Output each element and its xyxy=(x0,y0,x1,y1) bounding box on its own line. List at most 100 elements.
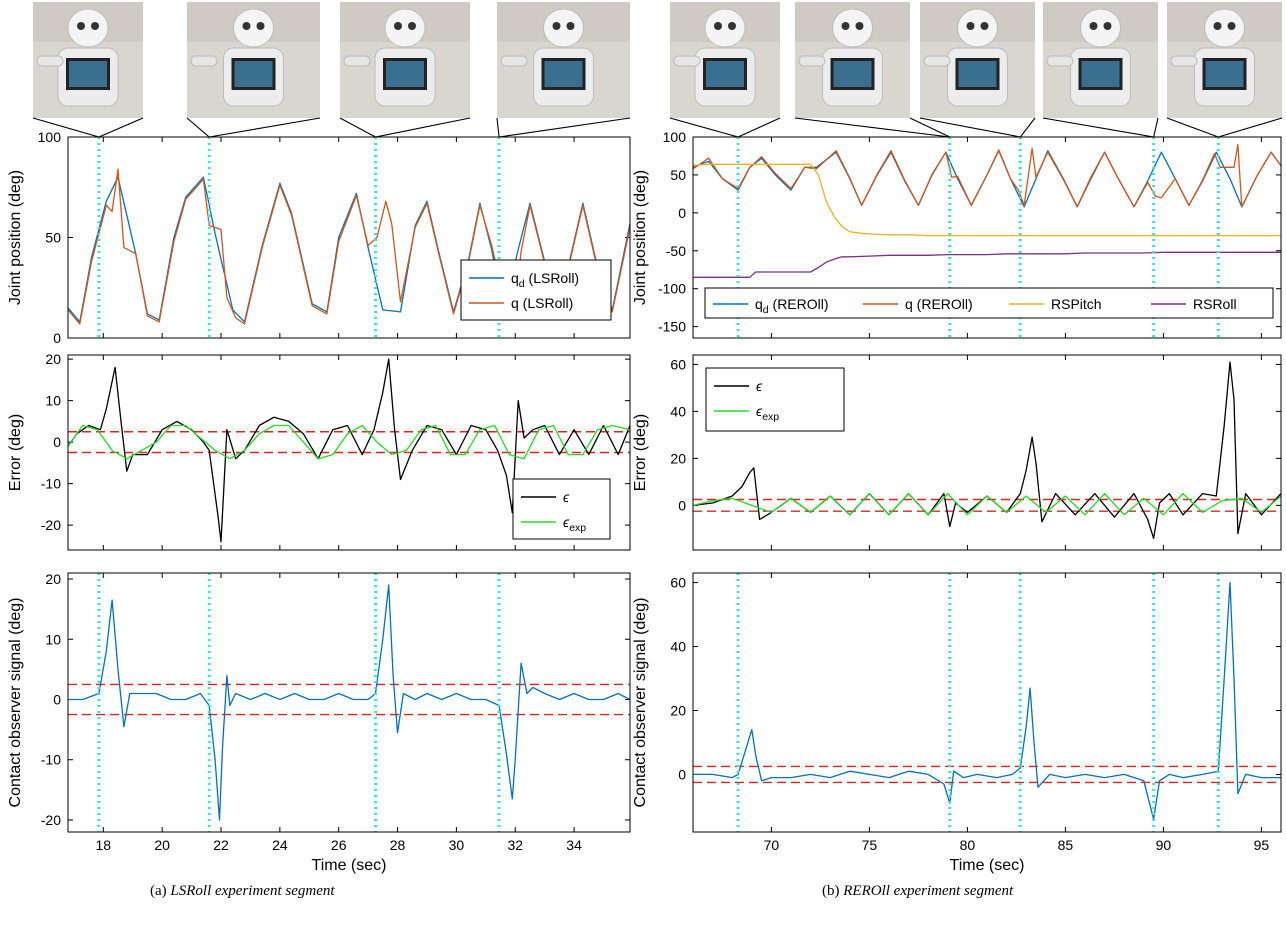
right-photo-connector xyxy=(909,117,950,138)
robot-eye-left xyxy=(841,22,850,30)
right-error-plot xyxy=(693,361,1281,539)
y-tick-label: 100 xyxy=(663,129,687,145)
series-q-reroll- xyxy=(693,143,1281,208)
legend-symbol: ϵ xyxy=(563,514,570,530)
robot-arm xyxy=(673,55,701,67)
robot-eye-left xyxy=(966,22,975,30)
y-axis-label: Contact observer signal (deg) xyxy=(632,598,649,808)
right-photo-connector xyxy=(1153,117,1159,138)
robot-head xyxy=(384,8,426,48)
series--exp xyxy=(68,424,630,460)
right-photo-1 xyxy=(670,2,780,118)
right-x-axis-label: Time (sec) xyxy=(950,857,1025,874)
x-tick-label: 20 xyxy=(154,837,170,853)
x-tick-label: 18 xyxy=(96,837,112,853)
robot-head xyxy=(957,8,998,48)
robot-eye-right xyxy=(91,22,99,30)
y-tick-label: -20 xyxy=(41,812,61,828)
robot-eye-right xyxy=(566,22,575,30)
axes-frame xyxy=(67,354,631,551)
robot-tablet-screen xyxy=(1081,61,1120,87)
series-signal xyxy=(693,581,1281,820)
robot-tablet-screen xyxy=(69,61,107,87)
left-joint-plot xyxy=(68,137,630,338)
right-photo-connector xyxy=(1166,117,1219,138)
robot-eye-right xyxy=(408,22,416,30)
right-photo-connector xyxy=(1042,117,1154,138)
right-photo-connector xyxy=(1218,117,1283,138)
robot-tablet-screen xyxy=(958,61,997,87)
robot-eye-left xyxy=(1213,22,1222,30)
robot-eye-right xyxy=(256,22,265,30)
series-q-lsroll- xyxy=(68,168,630,325)
series--exp xyxy=(693,492,1281,516)
y-tick-label: -100 xyxy=(658,281,686,297)
right-photo-connector xyxy=(737,117,781,138)
legend-rest: (LSRoll) xyxy=(525,270,579,286)
right-photo-4 xyxy=(1043,2,1158,118)
robot-arm xyxy=(343,55,371,67)
caption-right-prefix: (b) xyxy=(822,883,840,899)
robot-eye-right xyxy=(728,22,736,30)
x-tick-label: 24 xyxy=(272,837,288,853)
y-tick-label: 20 xyxy=(45,571,61,587)
y-tick-label: 40 xyxy=(670,639,686,655)
left-photo-connector xyxy=(98,117,144,138)
left-observer-axes: 18 20 22 24 26 28 30 32 34 20 10 0 -10 -20 Contact obs… xyxy=(7,571,631,853)
y-tick-label: 20 xyxy=(670,450,686,466)
legend-label: ϵexp xyxy=(756,403,779,423)
robot-eye-right xyxy=(1103,22,1112,30)
caption-right-text: REROll experiment segment xyxy=(843,883,1014,899)
left-photo-connector xyxy=(32,117,100,138)
series-signal xyxy=(68,584,630,821)
y-tick-label: 0 xyxy=(678,497,686,513)
right-joint-axes: 100 50 0 -50 -100 -150 Joint position (deg) qd … xyxy=(632,129,1282,339)
legend-symbol: q xyxy=(511,270,519,286)
series-- xyxy=(68,358,630,543)
legend-label: RSPitch xyxy=(1051,296,1102,312)
caption-left: (a) LSRoll experiment segment xyxy=(150,883,335,900)
left-x-axis-label: Time (sec) xyxy=(312,857,387,874)
caption-right: (b) REROll experiment segment xyxy=(822,883,1013,900)
y-tick-label: 40 xyxy=(670,403,686,419)
y-tick-label: 50 xyxy=(670,167,686,183)
robot-eye-left xyxy=(242,22,251,30)
robot-tablet-screen xyxy=(544,61,583,87)
axes-frame xyxy=(692,572,1282,833)
y-tick-label: 0 xyxy=(53,330,61,346)
legend-box xyxy=(460,259,612,321)
right-photo-5 xyxy=(1167,2,1282,118)
legend-label: ϵ xyxy=(756,378,763,394)
y-tick-label: -50 xyxy=(666,243,686,259)
caption-left-text: LSRoll experiment segment xyxy=(170,883,335,899)
x-tick-label: 26 xyxy=(331,837,347,853)
x-tick-label: 90 xyxy=(1156,837,1172,853)
robot-head xyxy=(233,8,274,48)
right-joint-plot xyxy=(693,137,1281,338)
left-photo-4 xyxy=(497,2,630,118)
left-photo-connector xyxy=(339,117,376,138)
y-tick-label: 10 xyxy=(45,393,61,409)
y-axis-label: Joint position (deg) xyxy=(7,170,24,305)
y-tick-label: -10 xyxy=(41,476,61,492)
legend-label: ϵ xyxy=(563,489,570,505)
y-tick-label: 60 xyxy=(670,575,686,591)
robot-tablet-screen xyxy=(1205,61,1244,87)
x-tick-label: 34 xyxy=(566,837,582,853)
left-error-plot xyxy=(68,358,630,543)
y-tick-label: 50 xyxy=(45,230,61,246)
legend-subscript: exp xyxy=(762,411,779,423)
left-photo-connector xyxy=(209,117,321,138)
robot-arm xyxy=(500,55,528,67)
y-tick-label: -20 xyxy=(41,517,61,533)
right-photo-connector xyxy=(919,117,1021,138)
left-photo-connector xyxy=(186,117,210,138)
axes-frame xyxy=(67,136,631,339)
x-tick-label: 80 xyxy=(960,837,976,853)
axes-frame xyxy=(67,572,631,833)
robot-eye-right xyxy=(980,22,989,30)
robot-eye-left xyxy=(394,22,402,30)
right-observer-plot xyxy=(693,573,1281,832)
axes-frame xyxy=(692,136,1282,339)
